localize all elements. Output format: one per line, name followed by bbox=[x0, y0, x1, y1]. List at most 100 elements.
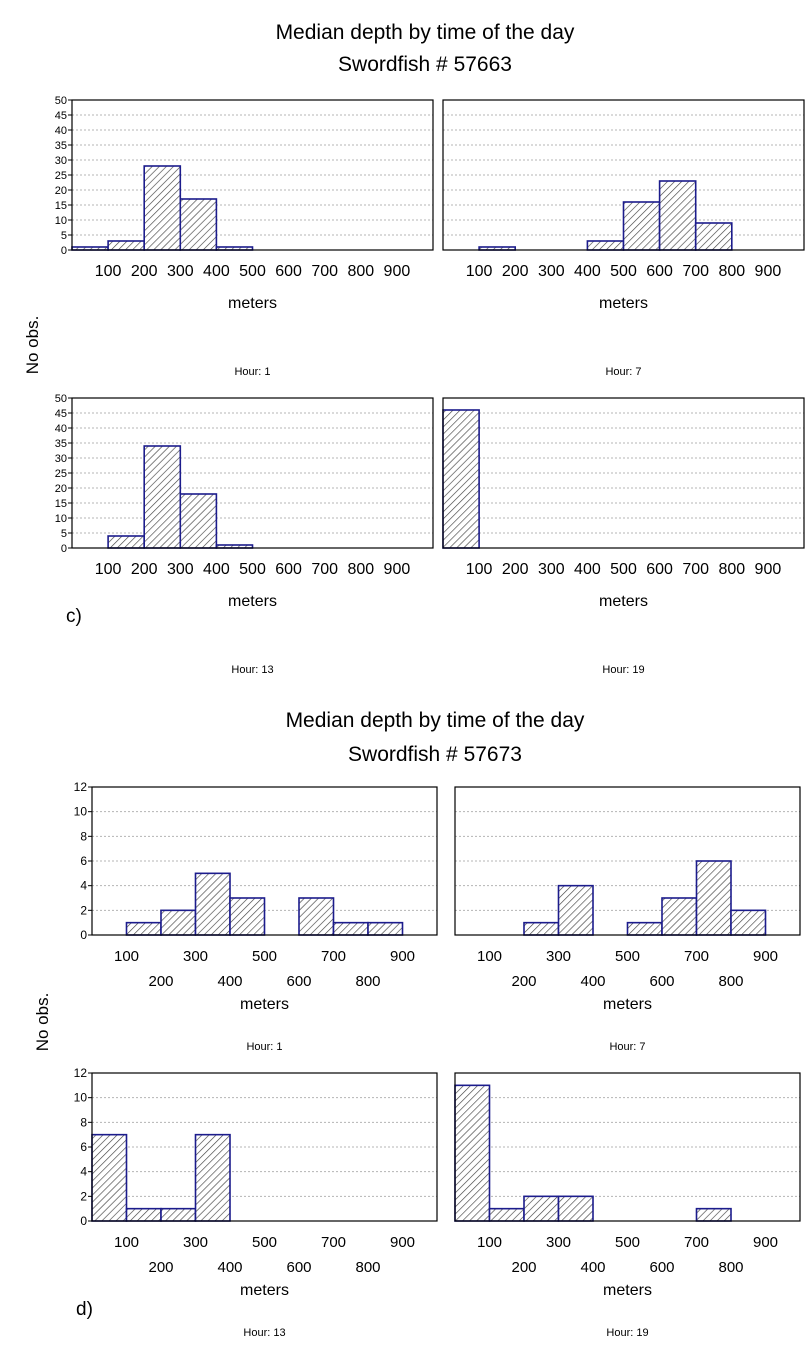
x-tick-label: 800 bbox=[355, 1259, 380, 1276]
hour-label: Hour: 7 bbox=[609, 1041, 645, 1053]
y-tick-label: 15 bbox=[55, 200, 67, 212]
x-tick-label: 100 bbox=[477, 1234, 502, 1251]
x-tick-label: 100 bbox=[477, 948, 502, 965]
x-tick-label: 700 bbox=[682, 561, 709, 578]
histogram-bar bbox=[107, 240, 145, 251]
y-tick-label: 8 bbox=[80, 1115, 87, 1129]
x-tick-label: 200 bbox=[148, 973, 173, 990]
y-tick-label: 10 bbox=[55, 215, 67, 227]
y-tick-label: 25 bbox=[55, 468, 67, 480]
histogram-bar bbox=[454, 1084, 491, 1222]
x-tick-label: 500 bbox=[615, 1234, 640, 1251]
histogram-bar bbox=[125, 1207, 162, 1222]
figure-c-subtitle: Swordfish # 57663 bbox=[338, 53, 512, 76]
hour-label: Hour: 19 bbox=[602, 664, 644, 676]
x-tick-label: 600 bbox=[646, 263, 673, 280]
x-tick-label: 300 bbox=[538, 561, 565, 578]
histogram-bar bbox=[332, 921, 369, 936]
y-tick-label: 0 bbox=[80, 928, 87, 942]
x-tick-label: 400 bbox=[580, 973, 605, 990]
histogram-panel-1: 0 5 10 15 20 25 30 35 40 45 50 100 200 300 400 500 600 70… bbox=[55, 95, 434, 378]
histogram-bar bbox=[179, 493, 218, 549]
y-tick-label: 2 bbox=[80, 1189, 87, 1203]
x-tick-label: 800 bbox=[718, 561, 745, 578]
hour-label: Hour: 13 bbox=[231, 664, 273, 676]
hour-label: Hour: 1 bbox=[246, 1041, 282, 1053]
y-tick-label: 10 bbox=[74, 1091, 88, 1105]
x-axis-label: meters bbox=[240, 1282, 289, 1299]
y-tick-label: 40 bbox=[55, 125, 67, 137]
x-tick-label: 800 bbox=[347, 561, 374, 578]
histogram-panel-3: 0 5 10 15 20 25 30 35 40 45 50 100 200 300 400 500 600 70… bbox=[55, 393, 434, 676]
y-tick-label: 20 bbox=[55, 185, 67, 197]
x-tick-label: 400 bbox=[574, 263, 601, 280]
figure-c-ylabel: No obs. bbox=[23, 316, 42, 375]
y-tick-label: 45 bbox=[55, 408, 67, 420]
histogram-bar bbox=[143, 445, 182, 549]
y-tick-label: 40 bbox=[55, 423, 67, 435]
y-tick-label: 30 bbox=[55, 155, 67, 167]
y-tick-label: 0 bbox=[61, 245, 67, 257]
y-tick-label: 50 bbox=[55, 95, 67, 107]
y-tick-label: 10 bbox=[55, 513, 67, 525]
x-tick-label: 200 bbox=[131, 561, 158, 578]
histogram-bar bbox=[694, 222, 733, 251]
y-tick-label: 35 bbox=[55, 140, 67, 152]
histogram-bar bbox=[523, 921, 560, 936]
hour-label: Hour: 1 bbox=[234, 366, 270, 378]
histogram-bar bbox=[194, 872, 231, 936]
x-tick-label: 600 bbox=[649, 1259, 674, 1276]
hour-label: Hour: 13 bbox=[243, 1327, 285, 1339]
x-tick-label: 100 bbox=[114, 948, 139, 965]
histogram-bar bbox=[695, 1207, 732, 1222]
x-tick-label: 400 bbox=[217, 1259, 242, 1276]
x-tick-label: 700 bbox=[684, 948, 709, 965]
histogram-bar bbox=[125, 921, 162, 936]
histogram-bar bbox=[107, 535, 145, 549]
histogram-bar bbox=[586, 240, 625, 251]
x-tick-label: 100 bbox=[466, 561, 493, 578]
plot-frame bbox=[454, 1072, 801, 1222]
x-tick-label: 100 bbox=[95, 263, 122, 280]
x-tick-label: 700 bbox=[311, 561, 338, 578]
histogram-panel-7: 0 2 4 6 8 10 12 100 300 500 700 900 200 400 600 800 mete… bbox=[74, 1066, 438, 1339]
y-tick-label: 5 bbox=[61, 230, 67, 242]
figure-c-panel-label: c) bbox=[66, 606, 82, 627]
figure-d-title: Median depth by time of the day bbox=[286, 709, 585, 732]
x-tick-label: 700 bbox=[321, 948, 346, 965]
x-tick-label: 800 bbox=[355, 973, 380, 990]
x-tick-label: 300 bbox=[546, 948, 571, 965]
x-tick-label: 400 bbox=[203, 561, 230, 578]
y-tick-label: 35 bbox=[55, 438, 67, 450]
x-tick-label: 600 bbox=[275, 263, 302, 280]
histogram-bar bbox=[160, 909, 197, 936]
y-tick-label: 6 bbox=[80, 854, 87, 868]
x-axis-label: meters bbox=[228, 593, 277, 610]
x-tick-label: 300 bbox=[546, 1234, 571, 1251]
x-tick-label: 300 bbox=[167, 263, 194, 280]
x-tick-label: 800 bbox=[347, 263, 374, 280]
y-tick-label: 20 bbox=[55, 483, 67, 495]
x-tick-label: 300 bbox=[538, 263, 565, 280]
x-tick-label: 900 bbox=[390, 948, 415, 965]
y-tick-label: 25 bbox=[55, 170, 67, 182]
x-tick-label: 900 bbox=[753, 948, 778, 965]
histogram-bar bbox=[160, 1207, 197, 1222]
histogram-bar bbox=[730, 909, 767, 936]
histogram-bar bbox=[229, 897, 266, 936]
x-tick-label: 300 bbox=[167, 561, 194, 578]
x-tick-label: 100 bbox=[466, 263, 493, 280]
histogram-bar bbox=[298, 897, 335, 936]
histogram-panel-5: 0 2 4 6 8 10 12 100 300 500 700 900 200 400 600 800 mete… bbox=[74, 780, 438, 1053]
histogram-bar bbox=[658, 180, 697, 251]
figure-d-panel-label: d) bbox=[76, 1299, 93, 1320]
x-tick-label: 700 bbox=[321, 1234, 346, 1251]
x-tick-label: 500 bbox=[239, 561, 266, 578]
histogram-bar bbox=[695, 860, 732, 936]
x-tick-label: 900 bbox=[390, 1234, 415, 1251]
x-tick-label: 200 bbox=[502, 561, 529, 578]
x-tick-label: 800 bbox=[718, 973, 743, 990]
figure-c-title: Median depth by time of the day bbox=[276, 21, 575, 44]
x-tick-label: 700 bbox=[684, 1234, 709, 1251]
